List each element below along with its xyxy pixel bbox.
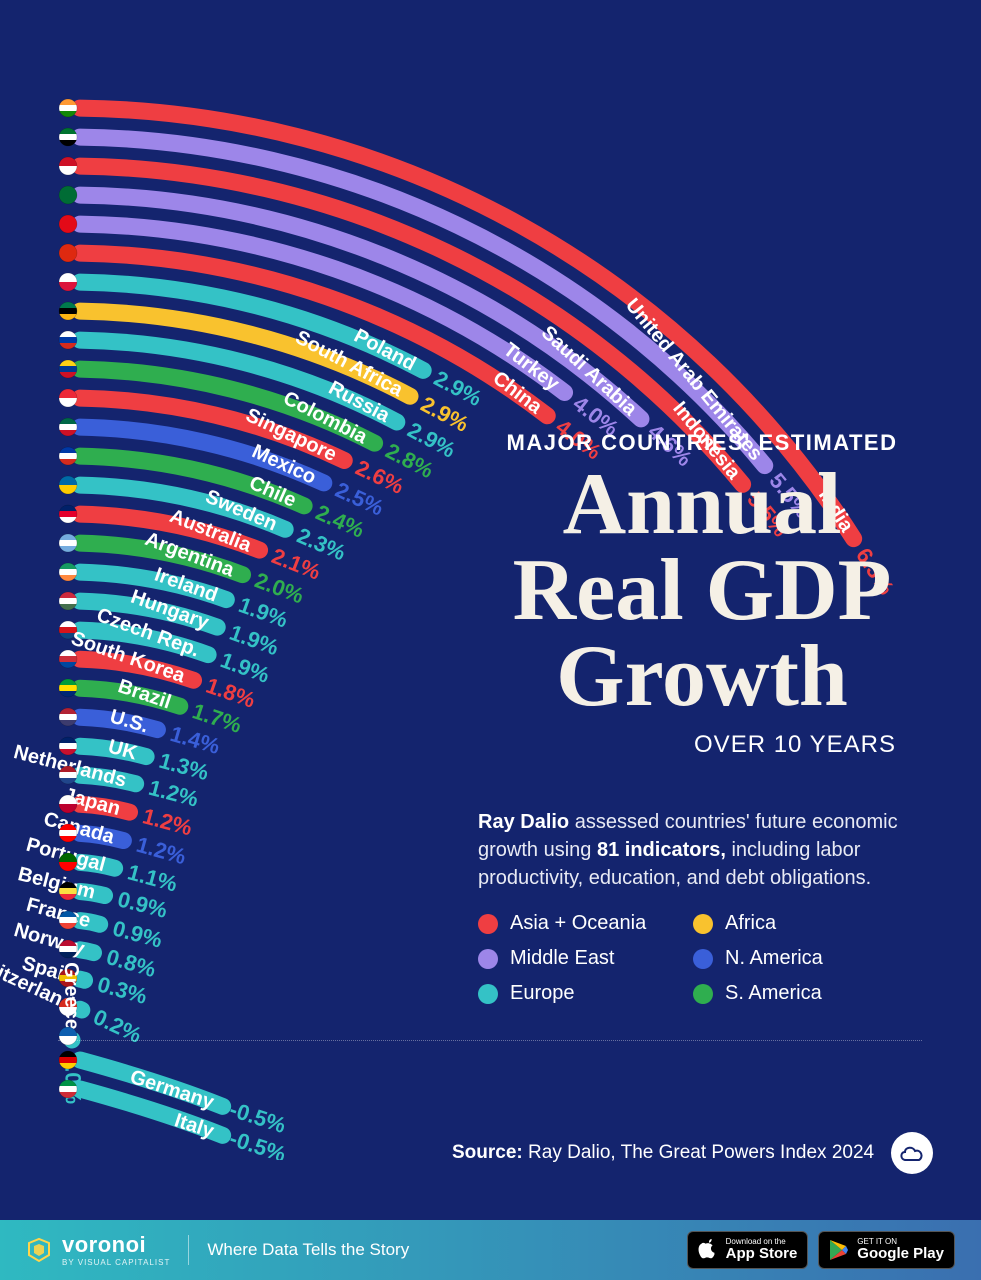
- legend-label: Africa: [725, 912, 776, 935]
- flag-icon: [59, 534, 77, 553]
- legend-item-asia: Asia + Oceania: [478, 912, 683, 935]
- flag-icon: [59, 186, 77, 205]
- title-overline: MAJOR COUNTRIES' ESTIMATED: [472, 430, 932, 456]
- flag-icon: [59, 302, 77, 321]
- legend-item-mideast: Middle East: [478, 947, 683, 970]
- legend-label: N. America: [725, 947, 823, 970]
- legend-label: S. America: [725, 982, 822, 1005]
- flag-icon: [59, 215, 77, 234]
- legend-swatch: [478, 984, 498, 1004]
- legend-item-europe: Europe: [478, 982, 683, 1005]
- zero-axis-divider: [58, 1040, 922, 1041]
- flag-icon: [59, 766, 77, 785]
- flag-icon: [59, 708, 77, 727]
- flag-icon: [59, 824, 77, 843]
- legend-swatch: [693, 984, 713, 1004]
- flag-icon: [59, 853, 77, 872]
- voronoi-logo-icon: [26, 1237, 52, 1263]
- flag-icon: [59, 273, 77, 292]
- brand-sub: BY VISUAL CAPITALIST: [62, 1258, 170, 1267]
- brand: voronoi BY VISUAL CAPITALIST: [26, 1234, 170, 1267]
- legend-label: Europe: [510, 982, 575, 1005]
- google-play-icon: [829, 1239, 849, 1261]
- legend-swatch: [478, 914, 498, 934]
- apple-icon: [698, 1239, 718, 1261]
- flag-icon: [59, 244, 77, 263]
- legend-swatch: [478, 949, 498, 969]
- svg-text:U.S.: U.S.: [107, 706, 150, 738]
- brand-cloud-icon: [891, 1132, 933, 1174]
- flag-icon: [59, 505, 77, 524]
- flag-icon: [59, 128, 77, 147]
- flag-icon: [59, 157, 77, 176]
- flag-icon: [59, 99, 77, 118]
- flag-icon: [59, 650, 77, 669]
- svg-text:0.2%: 0.2%: [90, 1004, 146, 1048]
- flag-icon: [59, 389, 77, 408]
- flag-icon: [59, 476, 77, 495]
- legend-item-samerica: S. America: [693, 982, 898, 1005]
- description: Ray Dalio assessed countries' future eco…: [478, 808, 908, 892]
- legend-swatch: [693, 949, 713, 969]
- legend-item-africa: Africa: [693, 912, 898, 935]
- app-store-badge[interactable]: Download on the App Store: [687, 1231, 809, 1269]
- flag-icon: [59, 331, 77, 350]
- svg-text:Italy: Italy: [172, 1109, 218, 1143]
- google-play-badge[interactable]: GET IT ON Google Play: [818, 1231, 955, 1269]
- flag-icon: [59, 795, 77, 814]
- legend-label: Middle East: [510, 947, 615, 970]
- headline: Annual Real GDP Growth: [472, 462, 932, 721]
- flag-icon: [59, 418, 77, 437]
- brand-name: voronoi: [62, 1234, 170, 1256]
- flag-icon: [59, 911, 77, 930]
- footer-tagline: Where Data Tells the Story: [207, 1240, 409, 1260]
- footer-divider: [188, 1235, 189, 1265]
- flag-icon: [59, 563, 77, 582]
- flag-icon: [59, 1051, 77, 1070]
- legend-item-namerica: N. America: [693, 947, 898, 970]
- legend-swatch: [693, 914, 713, 934]
- legend-label: Asia + Oceania: [510, 912, 646, 935]
- svg-text:Greece: Greece: [60, 962, 83, 1030]
- source-line: Source: Ray Dalio, The Great Powers Inde…: [452, 1142, 874, 1164]
- legend: Asia + Oceania Africa Middle East N. Americ…: [478, 912, 898, 1005]
- flag-icon: [59, 360, 77, 379]
- flag-icon: [59, 882, 77, 901]
- footer-bar: voronoi BY VISUAL CAPITALIST Where Data …: [0, 1220, 981, 1280]
- title-subline: OVER 10 YEARS: [472, 731, 932, 759]
- flag-icon: [59, 447, 77, 466]
- flag-icon: [59, 1080, 77, 1099]
- flag-icon: [59, 679, 77, 698]
- flag-icon: [59, 592, 77, 611]
- title-block: MAJOR COUNTRIES' ESTIMATED Annual Real G…: [472, 430, 932, 759]
- flag-icon: [59, 940, 77, 959]
- flag-icon: [59, 1027, 77, 1046]
